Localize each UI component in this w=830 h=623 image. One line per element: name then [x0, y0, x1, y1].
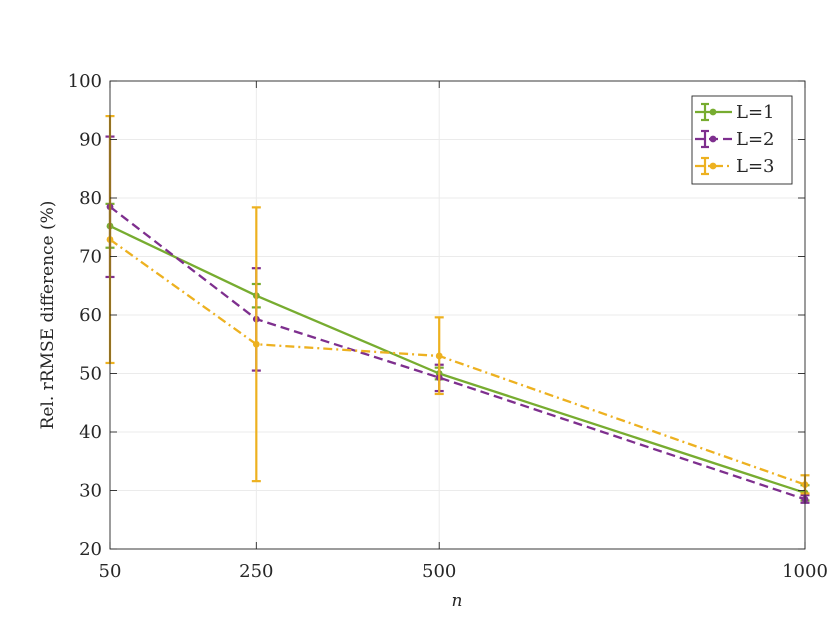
axes: 20 30 40 50 60 70 80 90 100 50 250 500 1000 [68, 71, 828, 582]
x-tick-label: 50 [99, 561, 122, 582]
y-tick-label: 80 [79, 188, 102, 209]
series-line [109, 238, 806, 486]
legend-entry: L=1 [695, 102, 775, 123]
data-point [435, 352, 443, 360]
x-tick-label: 1000 [782, 561, 828, 582]
legend-marker [709, 135, 717, 143]
legend-label: L=3 [736, 156, 775, 177]
series-layer [105, 114, 810, 504]
legend-box [691, 95, 793, 185]
legend-entry: L=2 [695, 129, 775, 150]
y-tick-label: 30 [79, 481, 102, 502]
y-tick-label: 40 [79, 422, 102, 443]
legend-marker [709, 162, 717, 170]
series-line [109, 205, 806, 501]
x-tick-label: 250 [239, 561, 273, 582]
legend: L=1 L=2 L=3 [691, 95, 793, 185]
y-tick-label: 60 [79, 305, 102, 326]
x-axis-label: n [452, 591, 463, 611]
legend-label: L=2 [736, 129, 775, 150]
legend-label: L=1 [736, 102, 775, 123]
y-tick-label: 90 [79, 130, 102, 151]
legend-marker [709, 108, 717, 116]
legend-entry: L=3 [695, 156, 775, 177]
y-tick-label: 50 [79, 364, 102, 385]
y-tick-label: 70 [79, 247, 102, 268]
series-line [109, 225, 806, 494]
y-tick-label: 20 [79, 539, 102, 560]
y-tick-label: 100 [68, 71, 102, 92]
x-tick-label: 500 [422, 561, 456, 582]
data-point [252, 340, 260, 348]
y-axis-label: Rel. rRMSE difference (%) [38, 201, 58, 430]
